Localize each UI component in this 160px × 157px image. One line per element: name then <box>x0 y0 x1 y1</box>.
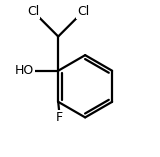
Text: F: F <box>56 111 63 124</box>
Text: Cl: Cl <box>27 5 40 18</box>
Text: HO: HO <box>14 64 34 77</box>
Text: Cl: Cl <box>77 5 89 18</box>
